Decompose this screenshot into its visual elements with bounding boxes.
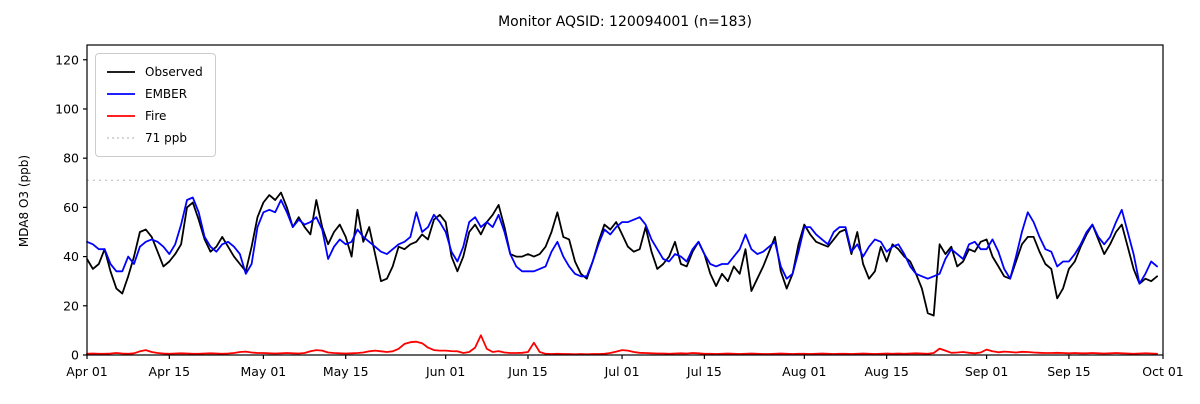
- x-tick-label: May 15: [323, 364, 369, 379]
- legend: Observed EMBER Fire 71 ppb: [95, 53, 216, 157]
- y-axis-label: MDA8 O3 (ppb): [17, 154, 31, 248]
- x-tick-label: Aug 01: [782, 364, 826, 379]
- y-tick-label: 40: [63, 249, 79, 264]
- legend-item-threshold: 71 ppb: [106, 127, 203, 149]
- y-tick-label: 100: [55, 101, 79, 116]
- observed-line: [86, 191, 1158, 317]
- x-tick-label: Jul 15: [686, 364, 722, 379]
- chart-title: Monitor AQSID: 120094001 (n=183): [498, 14, 752, 30]
- x-tick-label: Apr 01: [66, 364, 108, 379]
- legend-label-ember: EMBER: [145, 87, 188, 101]
- x-tick-label: Jul 01: [604, 364, 640, 379]
- x-tick-label: Sep 15: [1047, 364, 1090, 379]
- legend-item-observed: Observed: [106, 61, 203, 83]
- y-tick-label: 20: [63, 298, 79, 313]
- observed-line-swatch: [107, 71, 135, 73]
- y-tick-label: 60: [63, 200, 79, 215]
- y-tick-label: 0: [71, 348, 79, 363]
- axes-frame: [86, 44, 1164, 356]
- fire-line-swatch: [107, 115, 135, 117]
- fire-line: [86, 334, 1158, 356]
- x-tick-label: Apr 15: [149, 364, 191, 379]
- x-tick-label: May 01: [241, 364, 287, 379]
- y-tick-label: 80: [63, 151, 79, 166]
- threshold-line-swatch: [107, 137, 135, 139]
- ember-line-swatch: [107, 93, 135, 95]
- legend-item-ember: EMBER: [106, 83, 203, 105]
- x-tick-label: Jun 01: [425, 364, 465, 379]
- legend-item-fire: Fire: [106, 105, 203, 127]
- x-tick-label: Oct 01: [1142, 364, 1184, 379]
- y-tick-label: 120: [55, 52, 79, 67]
- x-tick-label: Sep 01: [965, 364, 1008, 379]
- x-tick-label: Jun 15: [507, 364, 547, 379]
- legend-label-observed: Observed: [145, 65, 203, 79]
- legend-label-fire: Fire: [145, 109, 167, 123]
- x-tick-label: Aug 15: [865, 364, 909, 379]
- legend-label-threshold: 71 ppb: [145, 131, 187, 145]
- ember-line: [86, 196, 1158, 285]
